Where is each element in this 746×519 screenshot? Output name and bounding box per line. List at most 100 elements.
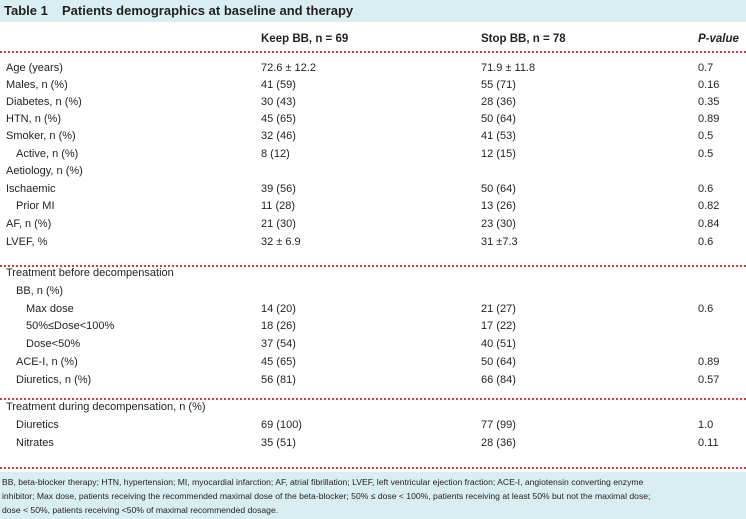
p-value-cell: 0.35 bbox=[698, 96, 720, 108]
row-label: Ischaemic bbox=[6, 183, 56, 195]
p-value-cell: 0.7 bbox=[698, 62, 714, 74]
keep-bb-cell: 32 ± 6.9 bbox=[261, 236, 301, 248]
table-row: Ischaemic 39 (56) 50 (64) 0.6 bbox=[0, 183, 746, 200]
footnote-line: dose < 50%, patients receiving <50% of m… bbox=[2, 505, 279, 515]
divider bbox=[0, 398, 746, 400]
table-label: Table 1 bbox=[4, 3, 48, 18]
keep-bb-cell: 14 (20) bbox=[261, 303, 296, 315]
keep-bb-cell: 69 (100) bbox=[261, 419, 302, 431]
stop-bb-cell: 12 (15) bbox=[481, 148, 516, 160]
divider bbox=[0, 265, 746, 267]
stop-bb-cell: 28 (36) bbox=[481, 96, 516, 108]
stop-bb-cell: 41 (53) bbox=[481, 130, 516, 142]
row-label: AF, n (%) bbox=[6, 218, 52, 230]
p-value-cell: 0.89 bbox=[698, 356, 720, 368]
keep-bb-cell: 37 (54) bbox=[261, 338, 296, 350]
table-row: Active, n (%) 8 (12) 12 (15) 0.5 bbox=[0, 148, 746, 165]
p-value-cell: 0.6 bbox=[698, 236, 714, 248]
row-label: Diuretics bbox=[16, 419, 59, 431]
p-value-cell: 0.16 bbox=[698, 79, 720, 91]
keep-bb-cell: 35 (51) bbox=[261, 437, 296, 449]
stop-bb-cell: 21 (27) bbox=[481, 303, 516, 315]
table-row: Max dose 14 (20) 21 (27) 0.6 bbox=[0, 303, 746, 320]
table-row: Treatment before decompensation bbox=[0, 267, 746, 284]
table-row: 50%≤Dose<100% 18 (26) 17 (22) bbox=[0, 320, 746, 337]
table-row: Nitrates 35 (51) 28 (36) 0.11 bbox=[0, 437, 746, 454]
p-value-cell: 0.6 bbox=[698, 303, 714, 315]
keep-bb-cell: 21 (30) bbox=[261, 218, 296, 230]
keep-bb-cell: 32 (46) bbox=[261, 130, 296, 142]
keep-bb-cell: 72.6 ± 12.2 bbox=[261, 62, 316, 74]
keep-bb-cell: 11 (28) bbox=[261, 200, 296, 212]
row-label: Nitrates bbox=[16, 437, 54, 449]
column-header-p-value: P-value bbox=[698, 33, 739, 45]
row-label: BB, n (%) bbox=[16, 285, 64, 297]
column-header-stop-bb: Stop BB, n = 78 bbox=[481, 33, 566, 45]
keep-bb-cell: 39 (56) bbox=[261, 183, 296, 195]
table-row: Smoker, n (%) 32 (46) 41 (53) 0.5 bbox=[0, 130, 746, 147]
p-value-cell: 0.11 bbox=[698, 437, 719, 449]
keep-bb-cell: 41 (59) bbox=[261, 79, 296, 91]
table-row: ACE-I, n (%) 45 (65) 50 (64) 0.89 bbox=[0, 356, 746, 373]
table-row: Aetiology, n (%) bbox=[0, 165, 746, 182]
p-value-cell: 0.82 bbox=[698, 200, 720, 212]
divider bbox=[0, 467, 746, 469]
stop-bb-cell: 50 (64) bbox=[481, 183, 516, 195]
table-row: LVEF, % 32 ± 6.9 31 ±7.3 0.6 bbox=[0, 236, 746, 253]
keep-bb-cell: 56 (81) bbox=[261, 374, 296, 386]
row-label: Age (years) bbox=[6, 62, 63, 74]
stop-bb-cell: 31 ±7.3 bbox=[481, 236, 518, 248]
table-title-bar: Table 1 Patients demographics at baselin… bbox=[0, 0, 746, 22]
stop-bb-cell: 13 (26) bbox=[481, 200, 516, 212]
column-header-keep-bb: Keep BB, n = 69 bbox=[261, 33, 349, 45]
table-row: Diuretics 69 (100) 77 (99) 1.0 bbox=[0, 419, 746, 436]
row-label: Dose<50% bbox=[26, 338, 81, 350]
table-row: Diuretics, n (%) 56 (81) 66 (84) 0.57 bbox=[0, 374, 746, 391]
stop-bb-cell: 23 (30) bbox=[481, 218, 516, 230]
keep-bb-cell: 18 (26) bbox=[261, 320, 296, 332]
stop-bb-cell: 50 (64) bbox=[481, 113, 516, 125]
table-row: Prior MI 11 (28) 13 (26) 0.82 bbox=[0, 200, 746, 217]
table-row: Age (years) 72.6 ± 12.2 71.9 ± 11.8 0.7 bbox=[0, 62, 746, 79]
table-row: AF, n (%) 21 (30) 23 (30) 0.84 bbox=[0, 218, 746, 235]
stop-bb-cell: 40 (51) bbox=[481, 338, 516, 350]
keep-bb-cell: 8 (12) bbox=[261, 148, 290, 160]
stop-bb-cell: 71.9 ± 11.8 bbox=[481, 62, 536, 74]
footnote-line: inhibitor; Max dose, patients receiving … bbox=[2, 491, 651, 501]
row-label: Smoker, n (%) bbox=[6, 130, 76, 142]
stop-bb-cell: 28 (36) bbox=[481, 437, 516, 449]
keep-bb-cell: 30 (43) bbox=[261, 96, 296, 108]
stop-bb-cell: 77 (99) bbox=[481, 419, 516, 431]
row-label: HTN, n (%) bbox=[6, 113, 61, 125]
p-value-cell: 0.5 bbox=[698, 148, 714, 160]
row-label: 50%≤Dose<100% bbox=[26, 320, 115, 332]
stop-bb-cell: 17 (22) bbox=[481, 320, 516, 332]
stop-bb-cell: 55 (71) bbox=[481, 79, 516, 91]
row-label: Max dose bbox=[26, 303, 74, 315]
p-value-cell: 0.84 bbox=[698, 218, 720, 230]
row-label: Aetiology, n (%) bbox=[6, 165, 83, 177]
footnote-line: BB, beta-blocker therapy; HTN, hypertens… bbox=[2, 477, 644, 487]
p-value-cell: 0.89 bbox=[698, 113, 720, 125]
row-label: Active, n (%) bbox=[16, 148, 79, 160]
row-label: LVEF, % bbox=[6, 236, 48, 248]
divider bbox=[0, 51, 746, 53]
table-row: Diabetes, n (%) 30 (43) 28 (36) 0.35 bbox=[0, 96, 746, 113]
table-row: Males, n (%) 41 (59) 55 (71) 0.16 bbox=[0, 79, 746, 96]
p-value-cell: 1.0 bbox=[698, 419, 714, 431]
p-value-cell: 0.6 bbox=[698, 183, 714, 195]
table-footnote: BB, beta-blocker therapy; HTN, hypertens… bbox=[0, 472, 746, 519]
stop-bb-cell: 50 (64) bbox=[481, 356, 516, 368]
table-row: Treatment during decompensation, n (%) bbox=[0, 401, 746, 418]
row-label: Prior MI bbox=[16, 200, 55, 212]
table-row: Dose<50% 37 (54) 40 (51) bbox=[0, 338, 746, 355]
p-value-cell: 0.57 bbox=[698, 374, 720, 386]
row-label: Diuretics, n (%) bbox=[16, 374, 92, 386]
row-label: Males, n (%) bbox=[6, 79, 68, 91]
row-label: Diabetes, n (%) bbox=[6, 96, 82, 108]
row-label: ACE-I, n (%) bbox=[16, 356, 78, 368]
row-label: Treatment before decompensation bbox=[6, 267, 174, 279]
table-row: HTN, n (%) 45 (65) 50 (64) 0.89 bbox=[0, 113, 746, 130]
p-value-cell: 0.5 bbox=[698, 130, 714, 142]
keep-bb-cell: 45 (65) bbox=[261, 113, 296, 125]
